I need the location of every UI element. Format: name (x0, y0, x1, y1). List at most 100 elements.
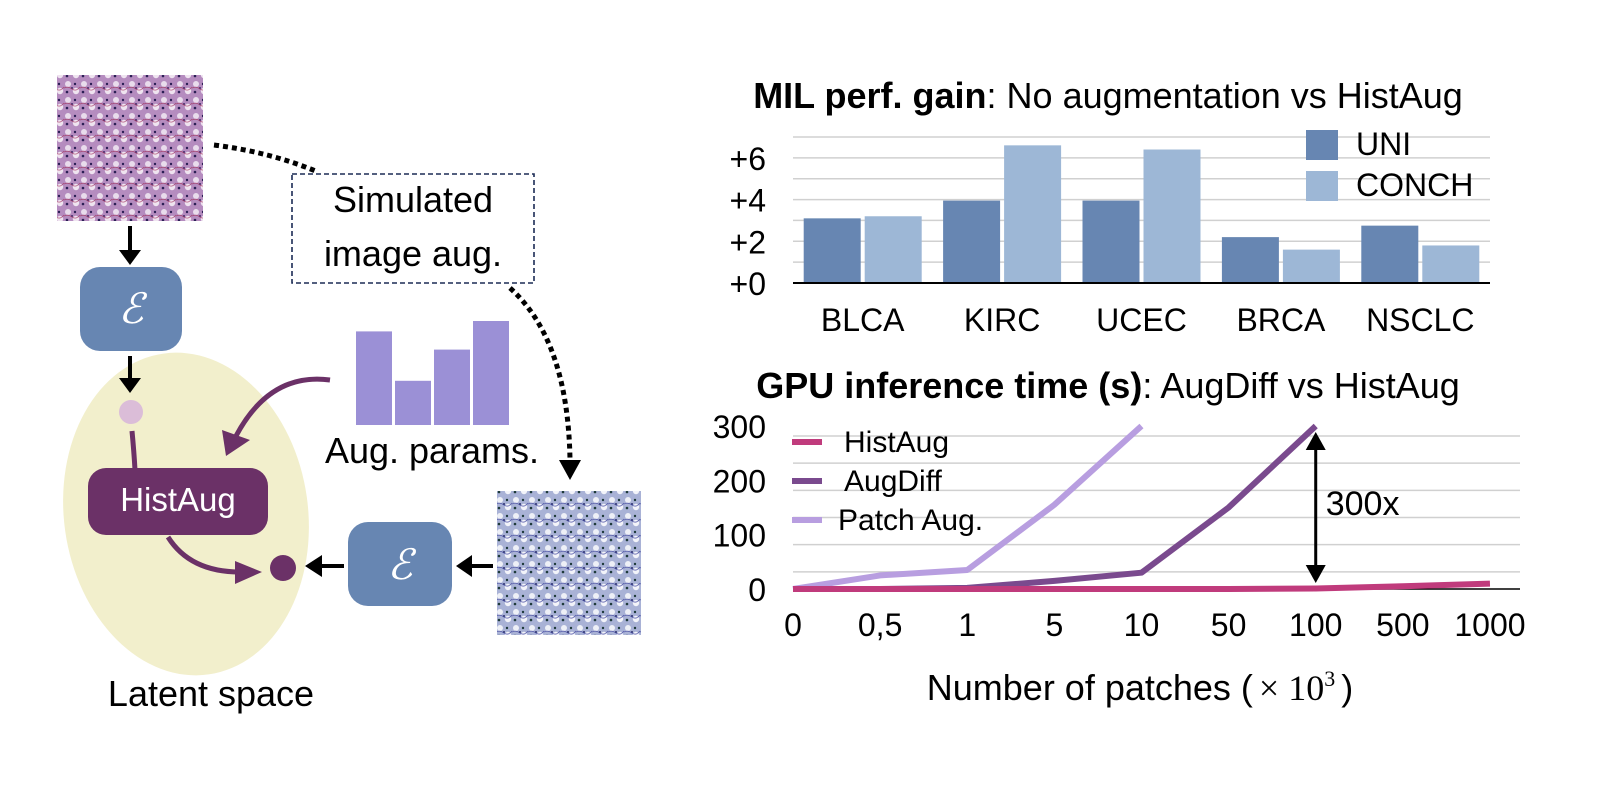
x-tick-label: BLCA (821, 302, 905, 338)
x-tick-label: 500 (1376, 607, 1429, 643)
bar-uni-brca (1221, 237, 1279, 283)
aug-params-label: Aug. params. (325, 430, 539, 471)
x-tick-label: 0 (784, 607, 802, 643)
y-tick-label: 200 (713, 463, 766, 499)
aug-param-bar (434, 349, 470, 425)
bar-uni-kirc (943, 200, 1001, 283)
y-tick-label: +6 (730, 141, 766, 177)
y-tick-label: +2 (730, 224, 766, 260)
encoder-epsilon-icon: ℰ (118, 287, 148, 333)
line-series-patchaug (792, 423, 1144, 592)
line-chart-title-rest: : AugDiff vs HistAug (1142, 365, 1459, 406)
x-tick-label: NSCLC (1366, 302, 1474, 338)
bar-uni-ucec (1082, 200, 1140, 283)
x-tick-label: UCEC (1096, 302, 1187, 338)
line-chart-title-bold: GPU inference time (s) (756, 365, 1142, 406)
latent-point-original (119, 400, 143, 424)
arrow-head-icon (235, 561, 262, 584)
method-diagram: ℰ HistAug Aug. params. Simulated image a… (57, 75, 641, 714)
x-tick-label: 10 (1124, 607, 1160, 643)
encoder-box-bottom (348, 522, 452, 606)
connector-point-to-histaug (129, 430, 138, 471)
augmented-tissue-patch (497, 491, 641, 635)
line-chart-x-label: Number of patches (× 103) (927, 666, 1353, 708)
bar-uni-nsclc (1361, 225, 1419, 283)
line-chart: GPU inference time (s): AugDiff vs HistA… (713, 365, 1526, 708)
arrow-head-icon (456, 555, 472, 577)
y-tick-label: 0 (748, 572, 766, 608)
legend-label-uni: UNI (1356, 126, 1411, 162)
bar-chart-title-bold: MIL perf. gain (753, 75, 986, 116)
bar-conch-brca (1282, 249, 1340, 283)
arrow-head-icon (119, 378, 141, 393)
aug-param-bar (356, 331, 392, 425)
bar-chart-bars (793, 145, 1490, 284)
bar-chart-title-rest: : No augmentation vs HistAug (987, 75, 1463, 116)
aug-param-bar (395, 380, 431, 425)
arrow-head-icon (559, 460, 581, 480)
arrow-head-icon (222, 430, 250, 456)
arrow-up-icon (1305, 432, 1326, 450)
x-label-close: ) (1341, 667, 1353, 708)
simulated-aug-box (291, 173, 535, 284)
bar-chart-legend: UNI CONCH (1306, 126, 1473, 203)
y-tick-label: +4 (730, 183, 766, 219)
latent-point-augmented (270, 555, 296, 581)
bar-conch-kirc (1004, 145, 1062, 283)
legend-label-histaug: HistAug (844, 426, 949, 459)
dotted-arrow-box-to-aug-patch (508, 286, 573, 461)
simulated-aug-label-line2: image aug. (324, 233, 502, 274)
line-chart-y-ticks: 0 100 200 300 (713, 409, 766, 608)
aug-params-bars (356, 321, 509, 425)
latent-space-label: Latent space (108, 673, 314, 714)
x-label-exponent: 3 (1324, 666, 1335, 691)
speedup-annotation: 300x (1305, 432, 1400, 583)
bar-conch-ucec (1143, 149, 1201, 283)
histaug-label: HistAug (120, 481, 236, 518)
line-chart-title: GPU inference time (s): AugDiff vs HistA… (756, 365, 1460, 406)
y-tick-label: 300 (713, 409, 766, 445)
x-label-math: × 10 (1259, 668, 1324, 708)
legend-swatch-uni (1306, 130, 1338, 160)
bar-uni-blca (803, 218, 861, 283)
arrow-down-icon (1305, 565, 1326, 583)
line-chart-series (792, 423, 1491, 592)
bar-conch-nsclc (1422, 245, 1480, 283)
bar-chart-y-ticks: +0 +2 +4 +6 (730, 141, 766, 302)
dotted-connector-patch-to-box (213, 142, 319, 175)
line-chart-legend: HistAug AugDiff Patch Aug. (792, 426, 983, 537)
legend-swatch-conch (1306, 171, 1338, 201)
x-tick-label: 0,5 (858, 607, 902, 643)
legend-label-augdiff: AugDiff (844, 465, 943, 498)
encoder-box-top (80, 267, 182, 351)
simulated-aug-label-line1: Simulated (333, 179, 493, 220)
arrow-histaug-to-point (165, 535, 241, 575)
x-tick-label: BRCA (1236, 302, 1326, 338)
annotation-label: 300x (1326, 485, 1400, 523)
arrow-params-to-histaug (233, 376, 331, 438)
x-tick-label: 1 (958, 607, 976, 643)
bar-chart-title: MIL perf. gain: No augmentation vs HistA… (753, 75, 1463, 116)
histaug-box (88, 468, 268, 535)
original-tissue-patch (57, 75, 203, 221)
x-tick-label: 1000 (1454, 607, 1525, 643)
y-tick-label: +0 (730, 266, 766, 302)
line-chart-x-ticks: 0 0,5 1 5 10 50 100 500 1000 (784, 607, 1525, 643)
line-series-histaug (793, 580, 1491, 592)
x-tick-label: KIRC (964, 302, 1040, 338)
y-tick-label: 100 (713, 518, 766, 554)
arrow-head-icon (305, 555, 322, 577)
x-tick-label: 5 (1045, 607, 1063, 643)
arrow-head-icon (119, 250, 141, 265)
bar-conch-blca (864, 216, 922, 283)
x-tick-label: 100 (1289, 607, 1342, 643)
x-tick-label: 50 (1211, 607, 1247, 643)
legend-label-patchaug: Patch Aug. (838, 504, 983, 537)
bar-chart: MIL perf. gain: No augmentation vs HistA… (730, 75, 1490, 338)
x-label-text: Number of patches ( (927, 667, 1253, 708)
bar-chart-x-ticks: BLCA KIRC UCEC BRCA NSCLC (821, 302, 1475, 338)
encoder-epsilon-icon: ℰ (387, 543, 417, 589)
aug-param-bar (473, 321, 509, 425)
legend-label-conch: CONCH (1356, 167, 1473, 203)
